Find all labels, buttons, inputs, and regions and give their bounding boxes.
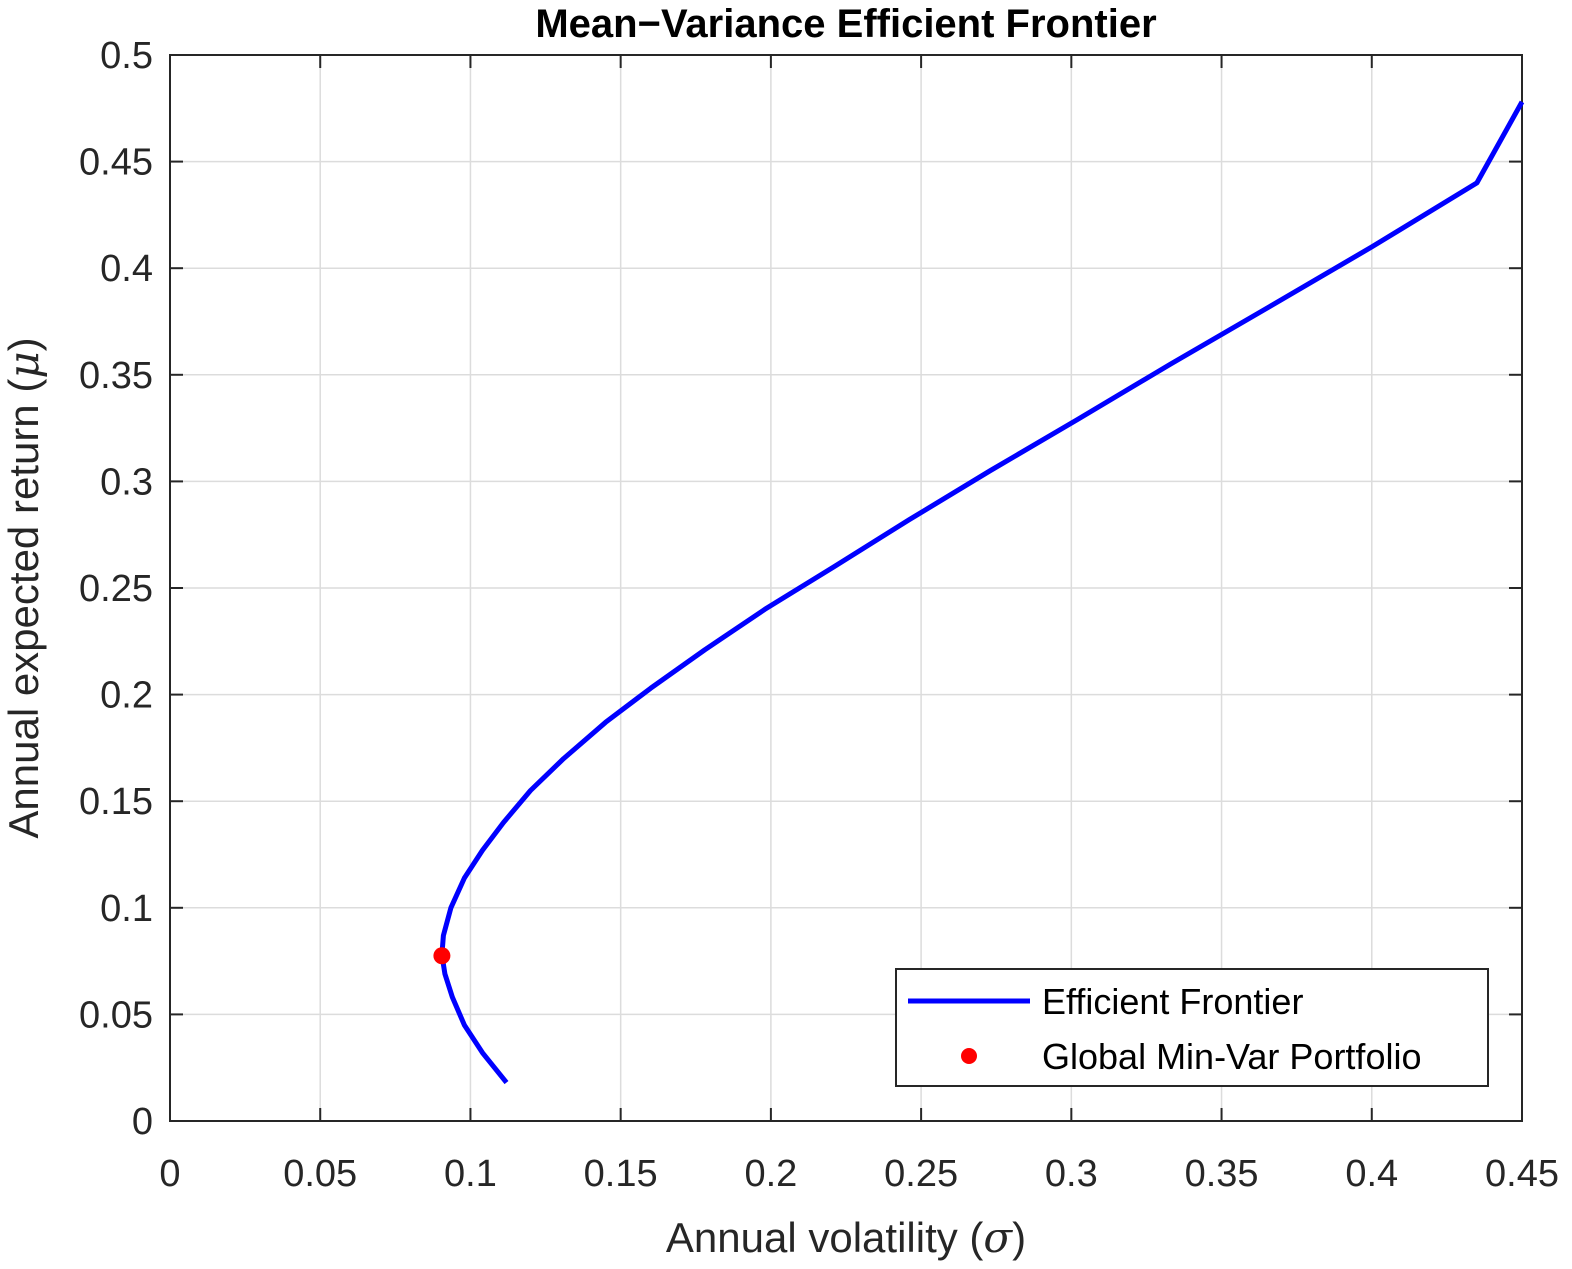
plot-series (433, 100, 1525, 1085)
x-axis-label-symbol: σ (983, 1213, 1013, 1262)
x-tick-label: 0.2 (744, 1153, 797, 1195)
efficient-frontier-line (439, 100, 1525, 1085)
y-tick-label: 0.2 (100, 675, 153, 717)
x-tick-label: 0.15 (584, 1153, 658, 1195)
legend-marker-sample (961, 1048, 977, 1064)
y-tick-label: 0.25 (79, 568, 153, 610)
y-tick-label: 0.1 (100, 888, 153, 930)
y-tick-label: 0.4 (100, 248, 153, 290)
x-tick-label: 0.3 (1045, 1153, 1098, 1195)
y-axis-label-close: ) (0, 337, 47, 351)
x-tick-label: 0 (159, 1153, 180, 1195)
legend-label-frontier: Efficient Frontier (1042, 981, 1303, 1022)
axes-box (169, 54, 1523, 1122)
y-axis-label-text: Annual expected return ( (0, 379, 47, 839)
x-axis-label-text: Annual volatility ( (666, 1214, 983, 1261)
legend-box (895, 968, 1489, 1087)
x-tick-label: 0.1 (444, 1153, 497, 1195)
y-tick-labels: 0 0.05 0.1 0.15 0.2 0.25 0.3 0.35 0.4 0.45 0.5 (79, 35, 153, 1143)
legend-label-min-var: Global Min-Var Portfolio (1042, 1036, 1421, 1077)
y-tick-label: 0.05 (79, 994, 153, 1036)
y-tick-label: 0.35 (79, 355, 153, 397)
x-tick-label: 0.25 (884, 1153, 958, 1195)
y-tick-label: 0.45 (79, 142, 153, 184)
y-axis-label-symbol: μ (0, 351, 48, 378)
x-axis-label: Annual volatility (σ) (666, 1213, 1026, 1262)
x-axis-label-close: ) (1012, 1214, 1026, 1261)
x-tick-label: 0.35 (1185, 1153, 1259, 1195)
x-tick-label: 0.45 (1485, 1153, 1559, 1195)
x-tick-labels: 0 0.05 0.1 0.15 0.2 0.25 0.3 0.35 0.4 0.45 (159, 1153, 1559, 1195)
x-tick-label: 0.4 (1345, 1153, 1398, 1195)
legend: Efficient Frontier Global Min-Var Portfo… (895, 968, 1489, 1087)
y-tick-label: 0 (132, 1101, 153, 1143)
x-tick-label: 0.05 (283, 1153, 357, 1195)
min-var-portfolio-point (433, 947, 451, 965)
y-tick-label: 0.5 (100, 35, 153, 77)
y-tick-label: 0.3 (100, 461, 153, 503)
y-axis-label: Annual expected return (μ) (0, 337, 48, 838)
chart-title: Mean−Variance Efficient Frontier (535, 2, 1156, 46)
y-tick-label: 0.15 (79, 781, 153, 823)
